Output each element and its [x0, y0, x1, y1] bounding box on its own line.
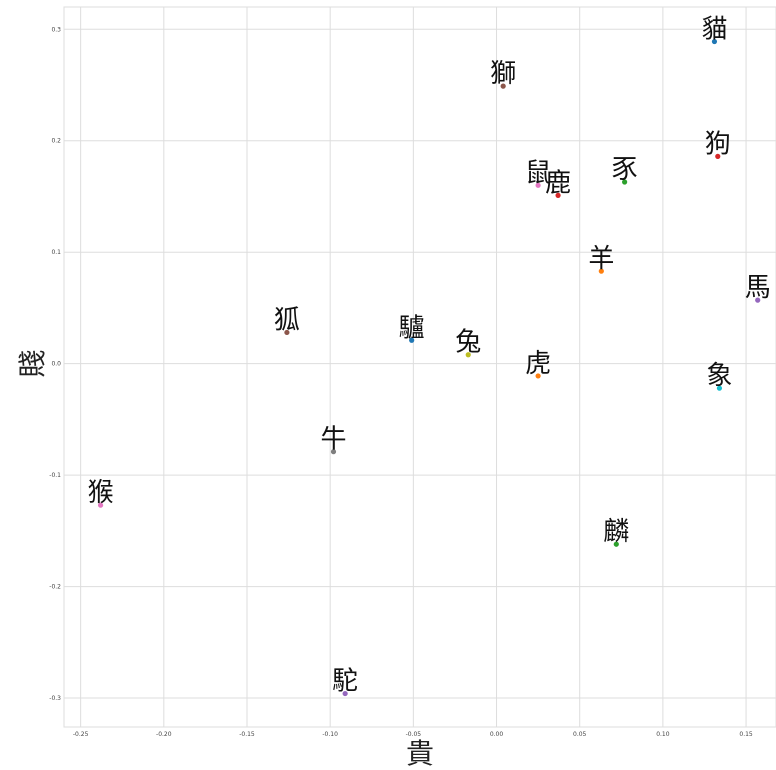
y-axis-label: 賤: [16, 350, 49, 378]
point-marker: [409, 337, 415, 343]
data-point: 麟: [603, 517, 629, 547]
data-point: 猴: [88, 478, 114, 508]
data-point: 豕: [612, 155, 638, 185]
y-tick-label: -0.1: [49, 472, 61, 479]
x-tick-label: 0.10: [656, 731, 670, 738]
point-label: 鹿: [545, 168, 571, 198]
tick-labels: -0.25 -0.20 -0.15 -0.10 -0.05 0.00 0.05 0.10 0.1…: [49, 26, 753, 738]
x-axis-label: 貴: [406, 737, 434, 770]
data-point: 牛: [320, 425, 346, 455]
data-point: 駝: [332, 667, 358, 697]
data-point: 狗: [705, 129, 731, 159]
point-label: 獅: [490, 59, 516, 89]
point-label: 猴: [88, 478, 114, 508]
point-label: 麟: [603, 517, 629, 547]
point-marker: [330, 449, 337, 455]
y-tick-label: 0.2: [51, 138, 61, 145]
point-label: 兔: [455, 328, 481, 358]
point-marker: [97, 502, 104, 508]
point-label: 虎: [525, 349, 551, 379]
x-tick-label: 0.15: [739, 731, 753, 738]
x-tick-label: -0.15: [239, 731, 255, 738]
plot-area: [63, 6, 776, 728]
point-label: 貓: [701, 15, 727, 45]
x-tick-label: 0.05: [573, 731, 587, 738]
point-label: 象: [706, 361, 732, 391]
point-marker: [598, 268, 604, 274]
point-label: 狗: [705, 129, 731, 159]
data-point: 虎: [525, 349, 551, 379]
point-label: 駝: [332, 667, 358, 697]
x-tick-label: -0.25: [73, 731, 89, 738]
point-marker: [535, 373, 541, 379]
grid-lines: [64, 7, 776, 727]
point-marker: [711, 38, 718, 45]
y-tick-label: -0.3: [49, 695, 61, 702]
data-point: 馬: [745, 273, 771, 303]
data-point: 狐: [274, 305, 300, 335]
y-tick-label: 0.0: [51, 361, 61, 368]
point-label: 牛: [320, 425, 346, 455]
data-point: 象: [706, 361, 732, 391]
point-label: 鼠: [525, 158, 551, 188]
point-marker: [555, 192, 561, 198]
x-tick-label: -0.10: [322, 731, 338, 738]
data-point: 驢: [399, 313, 425, 343]
data-point: 鹿: [545, 168, 571, 198]
data-point: 貓: [701, 15, 727, 45]
point-label: 驢: [399, 313, 425, 343]
data-point: 獅: [490, 59, 516, 89]
point-marker: [500, 83, 506, 89]
point-label: 狐: [274, 305, 300, 335]
point-marker: [716, 385, 723, 391]
point-label: 豕: [612, 155, 638, 185]
x-tick-label: -0.20: [156, 731, 172, 738]
point-label: 馬: [745, 273, 771, 303]
y-tick-label: 0.1: [51, 249, 61, 256]
point-marker: [465, 352, 471, 358]
data-point: 羊: [588, 244, 614, 274]
point-marker: [535, 182, 541, 188]
x-tick-label: -0.05: [406, 731, 422, 738]
data-points: 貓獅狗鼠鹿 豕羊馬狐 驢兔虎 象牛猴麟駝: [88, 15, 771, 697]
y-tick-label: 0.3: [51, 26, 61, 33]
y-tick-label: -0.2: [49, 584, 61, 591]
point-marker: [622, 179, 628, 185]
point-marker: [613, 541, 619, 547]
data-point: 兔: [455, 328, 481, 358]
point-marker: [284, 329, 290, 336]
point-label: 羊: [588, 244, 614, 274]
point-marker: [755, 297, 761, 303]
x-tick-label: 0.00: [490, 731, 504, 738]
point-marker: [715, 153, 721, 159]
point-marker: [342, 690, 348, 697]
data-point: 鼠: [525, 158, 551, 188]
